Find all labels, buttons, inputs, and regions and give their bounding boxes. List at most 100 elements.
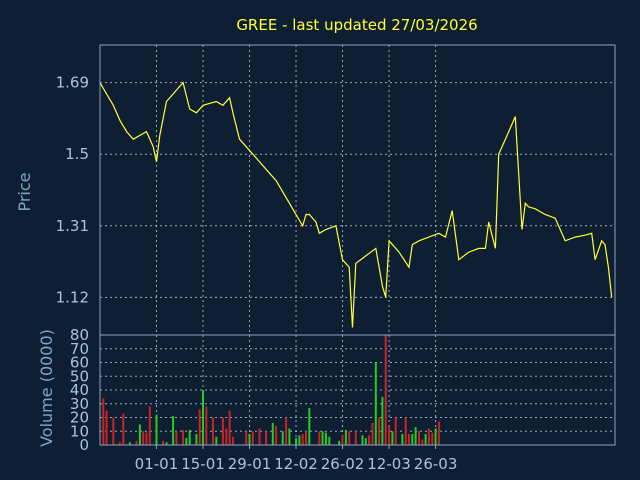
- volume-tick-label: 0: [79, 436, 89, 454]
- volume-bar: [145, 432, 148, 445]
- volume-bar: [298, 435, 301, 445]
- volume-bar: [394, 417, 397, 445]
- volume-bar: [135, 440, 138, 445]
- volume-bar: [138, 424, 141, 445]
- volume-bar: [188, 429, 191, 445]
- volume-bar: [142, 431, 145, 446]
- volume-bar: [172, 416, 175, 445]
- price-series-line: [99, 81, 613, 328]
- volume-tick-label: 30: [70, 395, 89, 413]
- date-tick-label: 26-03: [414, 455, 458, 473]
- volume-bar: [185, 438, 188, 445]
- volume-tick-label: 50: [70, 367, 89, 385]
- volume-bar: [401, 434, 404, 445]
- volume-bar: [295, 438, 297, 445]
- volume-bar: [434, 428, 437, 445]
- price-tick-label: 1.31: [56, 217, 89, 235]
- volume-bar: [408, 434, 410, 445]
- volume-bar: [225, 428, 228, 445]
- volume-bar: [228, 410, 231, 445]
- volume-bar: [128, 442, 131, 446]
- date-tick-label: 01-01: [135, 455, 179, 473]
- volume-axis-label: Volume (0000): [37, 329, 56, 447]
- volume-bar: [374, 362, 377, 445]
- price-gridlines: [100, 45, 615, 335]
- price-tick-label: 1.5: [65, 145, 89, 163]
- volume-bar: [437, 421, 440, 445]
- volume-tick-label: 80: [70, 326, 89, 344]
- volume-bar: [308, 407, 311, 445]
- volume-bar: [102, 398, 105, 446]
- volume-bar: [288, 428, 291, 445]
- volume-bar: [368, 435, 371, 445]
- volume-bar: [112, 417, 115, 445]
- volume-bar: [258, 428, 261, 445]
- volume-bar: [198, 409, 201, 446]
- volume-bar: [245, 431, 248, 446]
- volume-bar: [404, 417, 407, 445]
- date-tick-labels: 01-01 15-01 29-01 12-02 26-02 12-03 26-03: [135, 445, 458, 473]
- volume-bar: [318, 431, 321, 446]
- volume-bar: [221, 417, 224, 445]
- volume-bar: [205, 406, 208, 445]
- chart-title: GREE - last updated 27/03/2026: [236, 16, 477, 34]
- volume-panel-frame: [99, 334, 616, 446]
- volume-bar: [162, 440, 165, 445]
- volume-bar: [324, 432, 327, 445]
- volume-bar: [155, 414, 158, 446]
- volume-bar: [212, 417, 214, 445]
- volume-tick-label: 40: [70, 381, 89, 399]
- volume-bar: [344, 429, 347, 445]
- volume-bar: [391, 431, 394, 446]
- volume-bar: [424, 434, 427, 445]
- volume-bar: [118, 442, 121, 446]
- volume-bar: [384, 335, 387, 445]
- volume-bar: [165, 442, 168, 446]
- price-tick-labels: 1.69 1.5 1.31 1.12: [56, 74, 89, 307]
- volume-bar: [105, 410, 108, 445]
- volume-bar: [215, 436, 218, 446]
- date-tick-label: 12-02: [274, 455, 318, 473]
- volume-gridlines: [100, 335, 615, 445]
- volume-tick-label: 10: [70, 422, 89, 440]
- volume-bar: [265, 431, 268, 446]
- volume-bar: [248, 434, 251, 445]
- volume-tick-label: 60: [70, 354, 89, 372]
- volume-bars: [102, 335, 440, 446]
- volume-bar: [414, 427, 417, 445]
- volume-bar: [321, 431, 324, 446]
- volume-bar: [427, 428, 430, 445]
- volume-bar: [361, 435, 364, 445]
- volume-bar: [195, 434, 198, 445]
- volume-bar: [348, 431, 351, 446]
- volume-bar: [251, 431, 254, 446]
- volume-bar: [301, 434, 304, 445]
- volume-bar: [354, 431, 357, 446]
- volume-bar: [388, 425, 391, 446]
- date-tick-label: 26-02: [321, 455, 365, 473]
- volume-bar: [148, 406, 151, 445]
- volume-bar: [328, 436, 331, 446]
- volume-bar: [411, 434, 414, 445]
- volume-bar: [371, 423, 374, 445]
- volume-bar: [381, 396, 384, 445]
- volume-bar: [175, 431, 178, 446]
- volume-bar: [202, 390, 204, 445]
- price-axis-label: Price: [15, 172, 34, 211]
- volume-bar: [341, 435, 344, 445]
- volume-bar: [231, 436, 234, 446]
- volume-tick-label: 20: [70, 409, 89, 427]
- date-tick-label: 29-01: [228, 455, 272, 473]
- date-tick-label: 12-03: [367, 455, 411, 473]
- volume-bar: [285, 417, 288, 445]
- date-tick-label: 15-01: [181, 455, 225, 473]
- volume-bar: [271, 423, 274, 445]
- volume-bar: [431, 432, 434, 445]
- volume-bar: [421, 439, 424, 445]
- price-tick-label: 1.69: [56, 74, 89, 92]
- volume-bar: [378, 417, 381, 445]
- volume-bar: [182, 429, 185, 445]
- volume-bar: [281, 431, 284, 446]
